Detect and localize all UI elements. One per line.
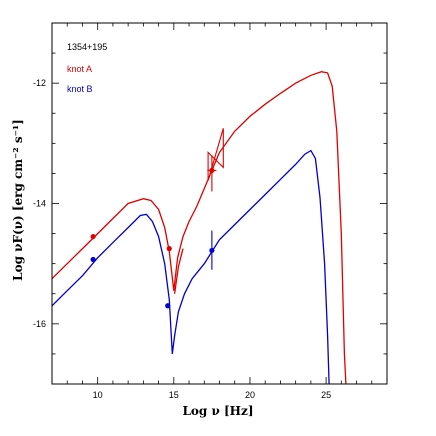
legend-knot-a: knot A <box>67 64 92 74</box>
plot-frame <box>51 22 388 385</box>
knot-b-sed-curve <box>51 149 330 385</box>
knot-a-sed-curve <box>51 71 347 385</box>
knot-a-data-point <box>90 233 96 240</box>
x-tick-label: 20 <box>245 390 255 400</box>
data-markers <box>90 155 217 309</box>
y-tick-label: -12 <box>33 78 46 88</box>
knot-a-data-point <box>166 246 172 252</box>
source-annotation: 1354+195 <box>67 42 107 52</box>
x-tick-label: 10 <box>93 390 103 400</box>
data-curves <box>51 71 347 385</box>
y-tick-label: -14 <box>33 199 46 209</box>
y-tick-label: -16 <box>33 319 46 329</box>
legend-knot-b: knot B <box>67 84 93 94</box>
axis-ticks: 10 15 20 25 -16 -14 -12 <box>33 22 388 400</box>
x-axis-label: Log ν [Hz] <box>182 404 253 418</box>
x-tick-label: 15 <box>169 390 179 400</box>
y-axis-label: Log νF(ν) [erg cm⁻² s⁻¹] <box>11 119 25 281</box>
knot-a-sed-curve-branch <box>173 248 184 294</box>
x-tick-label: 25 <box>321 390 331 400</box>
knot-a-xray-bowtie <box>207 128 224 181</box>
knot-b-data-point <box>90 256 96 263</box>
knot-b-data-point <box>165 303 171 309</box>
knot-a-data-point <box>209 167 215 174</box>
knot-b-data-point <box>209 247 215 254</box>
